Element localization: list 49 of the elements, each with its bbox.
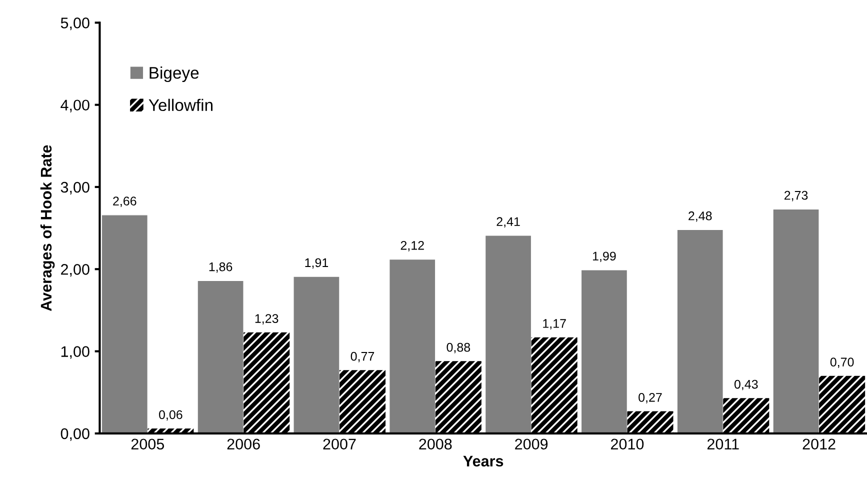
bar: [389, 258, 436, 434]
data-label: 2,66: [113, 196, 136, 207]
bar: [531, 337, 578, 434]
x-tick-label: 2011: [707, 438, 739, 450]
y-axis-title: Averages of Hook Rate: [40, 145, 55, 312]
data-label: 0,43: [734, 380, 758, 390]
legend-label: Yellowfin: [148, 98, 212, 112]
bar: [772, 208, 820, 434]
data-label: 2,73: [784, 190, 808, 202]
y-tick-label: 0,00: [60, 428, 90, 441]
bar: [293, 276, 340, 434]
data-label: 0,06: [159, 410, 182, 421]
data-label: 0,70: [830, 358, 854, 368]
legend-label: Bigeye: [150, 66, 199, 82]
data-label: 1,86: [209, 262, 232, 273]
data-label: 1,91: [305, 258, 328, 269]
data-label: 1,23: [255, 314, 278, 324]
data-label: 2,41: [496, 217, 520, 228]
x-tick-label: 2005: [131, 438, 164, 450]
data-label: 1,17: [543, 319, 566, 330]
y-tick-label: 3,00: [60, 182, 90, 194]
bar: [244, 332, 290, 434]
bar: [723, 398, 770, 434]
x-tick-label: 2010: [610, 438, 644, 450]
x-tick-label: 2008: [419, 438, 452, 450]
bar: [819, 376, 866, 434]
x-tick-label: 2007: [323, 438, 356, 450]
bar: [197, 280, 244, 434]
bar: [101, 214, 148, 434]
bar: [484, 235, 532, 434]
data-label: 1,99: [592, 252, 616, 262]
bar: [339, 370, 386, 434]
bar: [676, 229, 724, 434]
bar: [627, 411, 674, 434]
data-label: 2,12: [400, 241, 424, 252]
y-tick-label: 4,00: [60, 100, 90, 112]
x-tick-label: 2009: [515, 438, 548, 450]
y-tick-label: 1,00: [61, 346, 90, 359]
y-tick-label: 5,00: [60, 18, 90, 30]
data-label: 0,77: [350, 352, 374, 362]
y-tick-label: 2,00: [61, 264, 90, 277]
data-label: 0,88: [446, 342, 470, 354]
bar: [580, 270, 628, 434]
bar: [435, 361, 482, 434]
x-axis-title: Years: [463, 456, 504, 467]
data-label: 2,48: [688, 211, 712, 222]
x-tick-label: 2012: [802, 438, 836, 450]
x-tick-label: 2006: [227, 438, 260, 450]
data-label: 0,27: [638, 392, 662, 404]
